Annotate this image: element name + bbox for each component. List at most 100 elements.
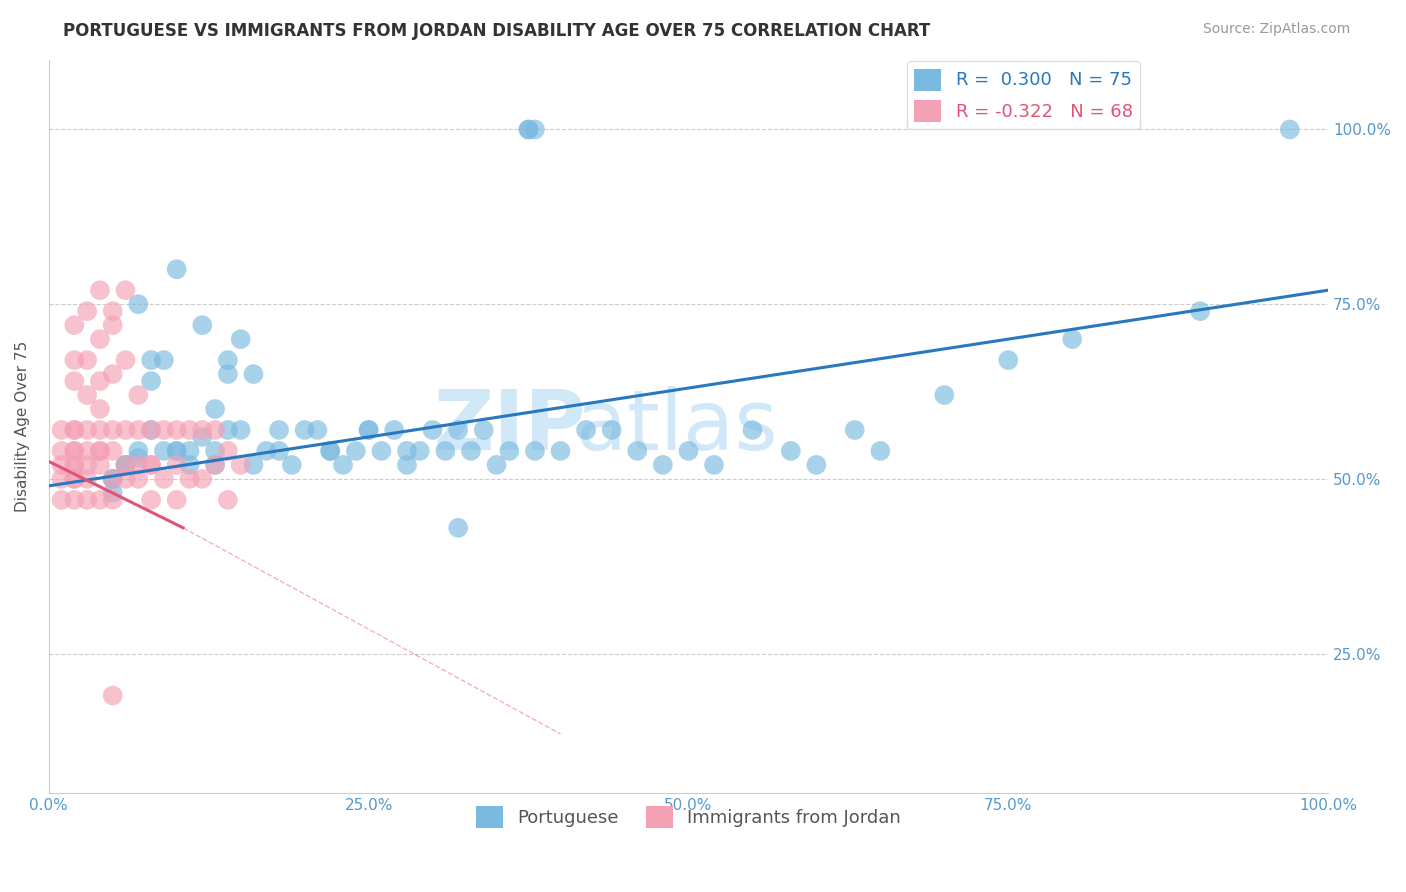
Point — [114, 283, 136, 297]
Point — [63, 458, 86, 472]
Point — [575, 423, 598, 437]
Point — [242, 458, 264, 472]
Point — [844, 423, 866, 437]
Point — [869, 444, 891, 458]
Point — [127, 450, 149, 465]
Point — [179, 458, 201, 472]
Point — [51, 458, 73, 472]
Point — [267, 444, 290, 458]
Point — [63, 492, 86, 507]
Point — [101, 367, 124, 381]
Point — [101, 444, 124, 458]
Point — [447, 521, 470, 535]
Point — [357, 423, 380, 437]
Point — [472, 423, 495, 437]
Point — [51, 423, 73, 437]
Point — [294, 423, 316, 437]
Y-axis label: Disability Age Over 75: Disability Age Over 75 — [15, 341, 30, 512]
Point — [76, 388, 98, 402]
Point — [63, 472, 86, 486]
Point — [332, 458, 354, 472]
Point — [550, 444, 572, 458]
Point — [139, 492, 162, 507]
Point — [127, 388, 149, 402]
Point — [101, 423, 124, 437]
Point — [101, 689, 124, 703]
Point — [89, 458, 111, 472]
Point — [127, 444, 149, 458]
Point — [229, 423, 252, 437]
Point — [460, 444, 482, 458]
Point — [127, 458, 149, 472]
Point — [319, 444, 342, 458]
Point — [76, 472, 98, 486]
Point — [678, 444, 700, 458]
Point — [76, 444, 98, 458]
Point — [63, 318, 86, 333]
Point — [139, 374, 162, 388]
Point — [114, 458, 136, 472]
Point — [101, 318, 124, 333]
Point — [76, 353, 98, 368]
Point — [485, 458, 508, 472]
Point — [76, 304, 98, 318]
Point — [307, 423, 329, 437]
Point — [217, 444, 239, 458]
Point — [63, 444, 86, 458]
Point — [344, 444, 367, 458]
Point — [204, 423, 226, 437]
Point — [166, 458, 188, 472]
Point — [114, 472, 136, 486]
Point — [76, 458, 98, 472]
Point — [89, 492, 111, 507]
Point — [517, 122, 540, 136]
Text: ZIP: ZIP — [433, 386, 586, 467]
Point — [498, 444, 520, 458]
Point — [51, 492, 73, 507]
Text: atlas: atlas — [576, 386, 778, 467]
Point — [997, 353, 1019, 368]
Point — [139, 423, 162, 437]
Text: PORTUGUESE VS IMMIGRANTS FROM JORDAN DISABILITY AGE OVER 75 CORRELATION CHART: PORTUGUESE VS IMMIGRANTS FROM JORDAN DIS… — [63, 22, 931, 40]
Point — [204, 402, 226, 417]
Point — [806, 458, 828, 472]
Point — [395, 444, 418, 458]
Point — [523, 122, 546, 136]
Point — [179, 444, 201, 458]
Point — [139, 353, 162, 368]
Point — [114, 353, 136, 368]
Point — [179, 472, 201, 486]
Point — [101, 304, 124, 318]
Point — [242, 367, 264, 381]
Point — [409, 444, 432, 458]
Point — [217, 367, 239, 381]
Point — [89, 374, 111, 388]
Point — [934, 388, 956, 402]
Point — [1062, 332, 1084, 346]
Point — [217, 492, 239, 507]
Point — [703, 458, 725, 472]
Point — [63, 444, 86, 458]
Point — [101, 472, 124, 486]
Point — [204, 458, 226, 472]
Point — [127, 423, 149, 437]
Point — [89, 444, 111, 458]
Point — [1278, 122, 1301, 136]
Point — [447, 423, 470, 437]
Point — [153, 472, 176, 486]
Point — [217, 423, 239, 437]
Point — [139, 458, 162, 472]
Point — [166, 492, 188, 507]
Point — [626, 444, 648, 458]
Point — [382, 423, 405, 437]
Point — [101, 472, 124, 486]
Point — [651, 458, 673, 472]
Point — [89, 283, 111, 297]
Point — [1189, 304, 1212, 318]
Point — [370, 444, 392, 458]
Point — [517, 122, 540, 136]
Point — [267, 423, 290, 437]
Legend: Portuguese, Immigrants from Jordan: Portuguese, Immigrants from Jordan — [468, 799, 908, 836]
Point — [434, 444, 457, 458]
Point — [63, 374, 86, 388]
